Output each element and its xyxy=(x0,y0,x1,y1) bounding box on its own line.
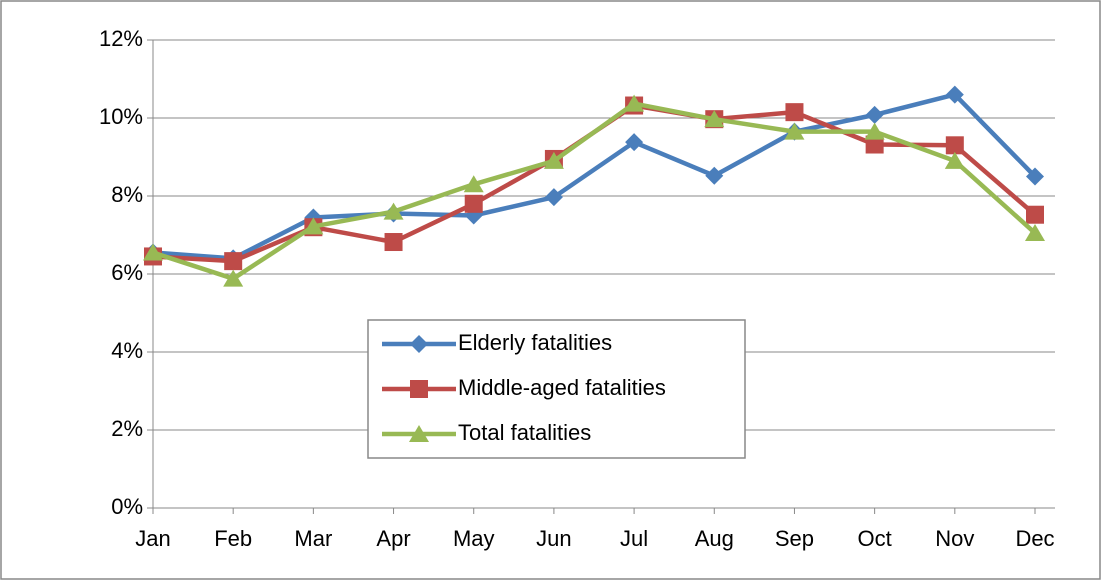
y-tick-label: 10% xyxy=(99,104,143,129)
data-point xyxy=(463,175,484,193)
data-point xyxy=(944,151,965,169)
legend-marker xyxy=(410,380,428,398)
data-point xyxy=(865,105,884,124)
x-tick-label: Dec xyxy=(1015,526,1054,551)
series-line xyxy=(152,92,1037,261)
y-tick-label: 6% xyxy=(111,260,143,285)
data-point xyxy=(1026,167,1044,186)
x-tick-label: Feb xyxy=(214,526,252,551)
data-point xyxy=(544,188,563,207)
y-tick-label: 0% xyxy=(111,494,143,519)
legend-label: Elderly fatalities xyxy=(458,330,612,355)
x-tick-label: Aug xyxy=(695,526,734,551)
data-point xyxy=(864,122,885,140)
data-point xyxy=(383,202,404,220)
x-tick-label: Sep xyxy=(775,526,814,551)
series-line xyxy=(152,101,1037,281)
data-point xyxy=(224,252,243,271)
x-tick-label: Oct xyxy=(858,526,892,551)
x-tick-label: Mar xyxy=(294,526,332,551)
x-tick-label: Jul xyxy=(620,526,648,551)
y-tick-label: 2% xyxy=(111,416,143,441)
legend-label: Total fatalities xyxy=(458,420,591,445)
x-tick-label: May xyxy=(453,526,495,551)
y-tick-label: 8% xyxy=(111,182,143,207)
data-point xyxy=(303,217,324,235)
data-point xyxy=(384,233,403,252)
legend-label: Middle-aged fatalities xyxy=(458,375,666,400)
legend-marker xyxy=(410,335,428,353)
data-point xyxy=(784,122,805,140)
y-tick-label: 4% xyxy=(111,338,143,363)
data-point xyxy=(945,85,964,104)
data-point xyxy=(704,110,725,128)
x-tick-label: Apr xyxy=(376,526,410,551)
data-point xyxy=(705,166,724,185)
data-point xyxy=(464,194,483,213)
data-point xyxy=(1026,205,1044,224)
legend-marker xyxy=(409,425,429,442)
x-tick-label: Jan xyxy=(135,526,170,551)
x-tick-label: Jun xyxy=(536,526,571,551)
data-point xyxy=(625,133,644,152)
data-point xyxy=(785,103,804,122)
data-point xyxy=(543,151,564,169)
x-tick-label: Nov xyxy=(935,526,974,551)
data-point xyxy=(143,243,163,261)
data-point xyxy=(223,269,244,287)
y-tick-label: 12% xyxy=(99,26,143,51)
data-point xyxy=(945,136,964,155)
data-point xyxy=(1025,224,1045,242)
data-point xyxy=(624,94,645,112)
data-point xyxy=(865,135,884,154)
